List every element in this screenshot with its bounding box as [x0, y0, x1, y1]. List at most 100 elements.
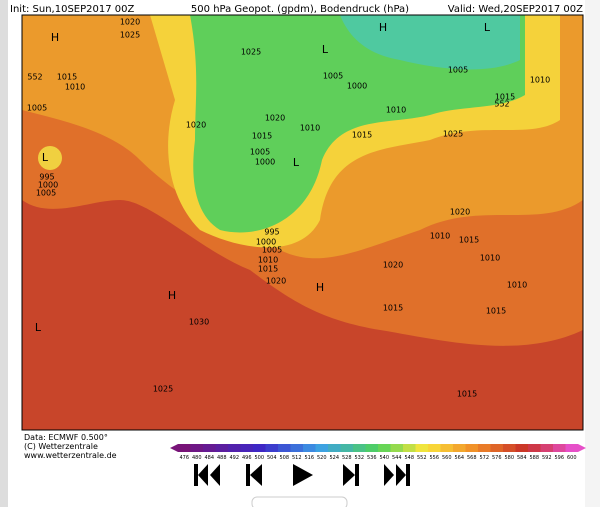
- scale-swatch: [203, 444, 216, 452]
- scale-swatch: [515, 444, 528, 452]
- pressure-center: H: [168, 289, 176, 302]
- scale-label: 520: [317, 455, 327, 461]
- source: Data: ECMWF 0.500°: [24, 433, 108, 442]
- isobar-label: 1020: [266, 277, 286, 286]
- pressure-center: L: [322, 43, 329, 56]
- pressure-center: L: [42, 151, 49, 164]
- scale-label: 588: [529, 455, 539, 461]
- scale-swatch: [403, 444, 416, 452]
- scale-label: 548: [404, 455, 414, 461]
- scale-label: 560: [442, 455, 452, 461]
- scale-label: 496: [242, 455, 252, 461]
- isobar-label: 1000: [347, 82, 367, 91]
- scale-label: 596: [554, 455, 564, 461]
- scale-swatch: [365, 444, 378, 452]
- isobar-label: 1015: [258, 265, 278, 274]
- scale-swatch: [390, 444, 403, 452]
- isobar-label: 1020: [120, 18, 140, 27]
- isobar-label: 1010: [480, 254, 500, 263]
- pressure-center: H: [316, 281, 324, 294]
- scale-label: 572: [479, 455, 489, 461]
- scale-label: 552: [417, 455, 427, 461]
- scale-label: 528: [342, 455, 352, 461]
- scale-swatch: [328, 444, 341, 452]
- scale-swatch: [265, 444, 278, 452]
- isobar-label: 1015: [57, 73, 77, 82]
- isobar-label: 1005: [250, 148, 270, 157]
- scale-label: 580: [504, 455, 514, 461]
- scale-swatch: [378, 444, 391, 452]
- scale-label: 536: [367, 455, 377, 461]
- scale-swatch: [428, 444, 441, 452]
- scale-swatch: [215, 444, 228, 452]
- isobar-label: 1015: [252, 132, 272, 141]
- right-strip: [585, 0, 600, 507]
- isobar-label: 1010: [386, 106, 406, 115]
- scale-swatch: [490, 444, 503, 452]
- contour-label: 552: [27, 73, 42, 82]
- scale-swatch: [553, 444, 566, 452]
- scale-label: 524: [329, 455, 339, 461]
- isobar-label: 995: [39, 173, 54, 182]
- isobar-label: 1025: [153, 385, 173, 394]
- play-button[interactable]: [293, 464, 313, 486]
- isobar-label: 1005: [448, 66, 468, 75]
- isobar-label: 1015: [352, 131, 372, 140]
- isobar-label: 1000: [255, 158, 275, 167]
- left-strip: [0, 0, 8, 507]
- isobar-label: 1015: [459, 236, 479, 245]
- scale-swatch: [278, 444, 291, 452]
- isobar-label: 1025: [241, 48, 261, 57]
- next-button[interactable]: [343, 464, 359, 486]
- controls: [194, 464, 410, 486]
- scale-swatch: [503, 444, 516, 452]
- scale-swatch: [340, 444, 353, 452]
- scale-swatch: [415, 444, 428, 452]
- last-button[interactable]: [384, 464, 410, 486]
- prev-button[interactable]: [246, 464, 262, 486]
- isobar-label: 1010: [430, 232, 450, 241]
- scale-label: 484: [204, 455, 214, 461]
- scale-label: 600: [567, 455, 577, 461]
- isobar-label: 1025: [120, 31, 140, 40]
- scale-label: 504: [267, 455, 277, 461]
- scale-label: 540: [379, 455, 389, 461]
- isobar-label: 1005: [323, 72, 343, 81]
- pressure-center: H: [51, 31, 59, 44]
- isobar-label: 1010: [300, 124, 320, 133]
- pressure-center: L: [293, 156, 300, 169]
- scale-label: 500: [254, 455, 264, 461]
- isobar-label: 1030: [189, 318, 209, 327]
- isobar-label: 1010: [530, 76, 550, 85]
- isobar-label: 1005: [27, 104, 47, 113]
- scale-label: 508: [279, 455, 289, 461]
- scale-swatch: [465, 444, 478, 452]
- dropdown[interactable]: [251, 496, 348, 510]
- scale-label: 516: [304, 455, 314, 461]
- map-frame: [21, 14, 584, 431]
- scale-label: 584: [517, 455, 527, 461]
- scale-swatch: [315, 444, 328, 452]
- scale-label: 568: [467, 455, 477, 461]
- scale-label: 532: [354, 455, 364, 461]
- first-button[interactable]: [194, 464, 220, 486]
- map-title: 500 hPa Geopot. (gpdm), Bodendruck (hPa): [191, 4, 409, 15]
- scale-swatch: [478, 444, 491, 452]
- scale-swatch: [528, 444, 541, 452]
- isobar-label: 1010: [65, 83, 85, 92]
- scale-swatch: [303, 444, 316, 452]
- isobar-label: 1020: [383, 261, 403, 270]
- isobar-label: 1020: [186, 121, 206, 130]
- scale-label: 480: [192, 455, 202, 461]
- scale-label: 564: [454, 455, 464, 461]
- pressure-center: H: [379, 21, 387, 34]
- scale-swatch: [440, 444, 453, 452]
- scale-swatch: [240, 444, 253, 452]
- isobar-label: 1005: [36, 189, 56, 198]
- isobar-label: 1015: [486, 307, 506, 316]
- isobar-label: 1015: [457, 390, 477, 399]
- isobar-label: 1010: [507, 281, 527, 290]
- scale-swatch: [290, 444, 303, 452]
- scale-arrow-left: [170, 444, 178, 452]
